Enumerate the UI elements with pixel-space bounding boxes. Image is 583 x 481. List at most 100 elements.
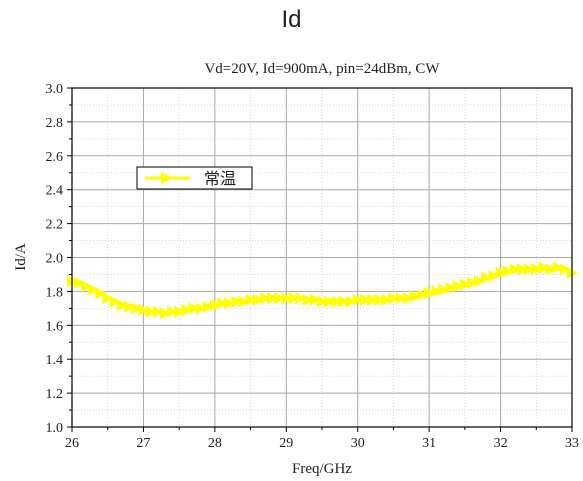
data-point: [238, 295, 250, 308]
data-point: [181, 304, 193, 316]
data-point: [424, 287, 436, 300]
x-tick-label: 27: [136, 436, 150, 451]
data-point: [517, 263, 528, 276]
data-point: [545, 263, 557, 276]
y-tick-label: 1.2: [46, 387, 64, 402]
data-point: [374, 293, 386, 306]
data-point: [367, 293, 378, 306]
page-title: Id: [281, 6, 302, 33]
data-point: [438, 283, 450, 296]
data-point: [267, 292, 278, 305]
data-point: [352, 293, 364, 306]
x-tick-label: 29: [279, 436, 293, 451]
y-tick-label: 2.4: [46, 184, 64, 199]
data-point: [159, 307, 171, 320]
data-point: [109, 295, 121, 308]
data-point: [131, 302, 143, 315]
data-point: [467, 276, 478, 289]
data-point: [395, 292, 407, 305]
legend-marker: [161, 172, 173, 184]
data-point: [145, 305, 157, 318]
data-point: [224, 297, 236, 310]
data-point: [117, 299, 128, 311]
legend-box: [136, 166, 253, 190]
axis-layer: 26 27 28 29 30 31 32 33 1.0 1.2 1.4 1.6 1.8 2.0 2.2 2.4…: [46, 82, 580, 451]
data-point: [495, 266, 507, 279]
data-point: [509, 263, 521, 276]
data-point: [388, 292, 400, 305]
x-tick-label: 33: [565, 436, 579, 451]
data-point: [445, 282, 457, 294]
data-point: [459, 278, 471, 291]
data-point: [152, 305, 164, 318]
data-point: [409, 290, 421, 303]
y-tick-label: 3.0: [46, 82, 64, 97]
data-point: [88, 283, 100, 296]
data-point: [274, 292, 286, 305]
y-tick-label: 2.6: [46, 150, 64, 165]
data-point: [202, 300, 214, 313]
data-point: [488, 270, 500, 283]
data-point: [302, 293, 314, 306]
x-tick-label: 30: [351, 436, 365, 451]
data-point: [245, 293, 257, 306]
y-tick-label: 2.8: [46, 116, 64, 131]
x-tick-label: 28: [208, 436, 222, 451]
series-layer: [67, 261, 578, 320]
data-point: [252, 293, 264, 306]
data-point: [259, 292, 271, 305]
grid-lines: [71, 87, 573, 428]
data-point: [95, 287, 107, 300]
data-point: [81, 280, 93, 293]
data-point: [209, 299, 221, 311]
y-tick-label: 1.0: [46, 421, 64, 436]
data-point: [124, 300, 136, 313]
data-point: [138, 304, 150, 316]
data-point: [559, 263, 571, 276]
data-point: [102, 292, 114, 305]
y-tick-label: 1.8: [46, 285, 64, 300]
data-point: [345, 295, 357, 308]
data-point: [295, 292, 307, 305]
y-tick-label: 1.6: [46, 319, 64, 334]
data-point: [474, 275, 486, 288]
data-point: [417, 288, 428, 301]
data-point: [195, 302, 207, 315]
data-point: [481, 271, 493, 284]
x-tick-label: 26: [65, 436, 79, 451]
data-point: [338, 295, 350, 308]
data-point: [538, 261, 550, 274]
data-point: [502, 265, 514, 278]
data-point: [431, 285, 443, 298]
data-point: [217, 297, 228, 310]
data-point: [188, 302, 200, 315]
y-tick-label: 2.2: [46, 218, 64, 233]
data-point: [309, 293, 321, 306]
legend: 常温: [136, 166, 253, 190]
data-point: [281, 292, 293, 305]
data-point: [402, 292, 414, 305]
data-point: [381, 293, 393, 306]
data-point: [531, 263, 543, 276]
y-tick-label: 2.0: [46, 252, 64, 267]
data-point: [359, 293, 371, 306]
y-tick-label: 1.4: [46, 353, 64, 368]
x-axis-label: Freq/GHz: [292, 461, 352, 477]
legend-label: 常温: [204, 170, 236, 188]
data-point: [174, 305, 186, 318]
chart-title: Vd=20V, Id=900mA, pin=24dBm, CW: [204, 61, 440, 77]
data-point: [231, 295, 243, 308]
data-point: [552, 261, 564, 274]
x-tick-label: 31: [422, 436, 436, 451]
data-point: [452, 280, 464, 293]
data-point: [167, 305, 178, 318]
data-point: [74, 276, 86, 289]
data-point: [524, 263, 536, 276]
y-axis-label: Id/A: [13, 243, 29, 271]
data-point: [288, 292, 300, 305]
data-point: [317, 295, 328, 308]
data-point: [331, 295, 343, 308]
data-point: [324, 295, 336, 308]
x-tick-label: 32: [494, 436, 508, 451]
